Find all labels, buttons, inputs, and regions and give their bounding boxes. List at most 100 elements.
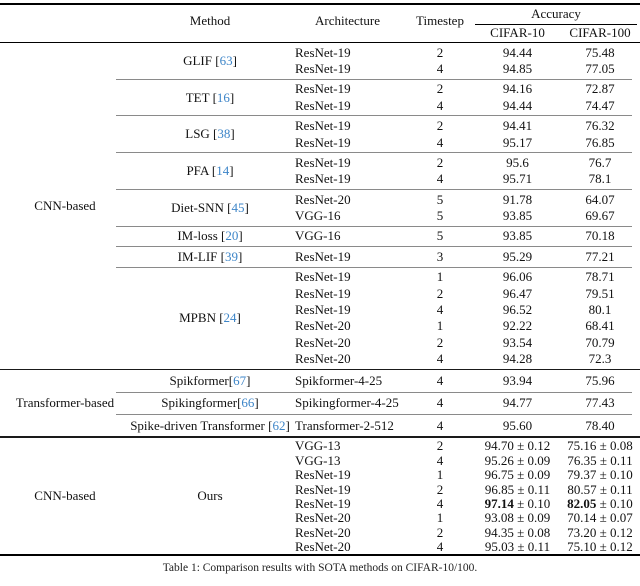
cifar10-cell: 93.94 [475, 373, 560, 389]
accuracy-value: 94.41 [502, 118, 533, 134]
accuracy-value: 75.96 [585, 373, 615, 388]
timestep-cell: 2 [436, 285, 444, 301]
architecture-cell: ResNet-20 [295, 318, 351, 334]
method-block: LSG [38] ResNet-19 2 94.41 76.32 ResNet-19 4 95… [130, 116, 640, 152]
method-label: Ours [197, 487, 223, 503]
architecture-cell: ResNet-19 [295, 302, 351, 318]
table-body: CNN-based GLIF [63] ResNet-19 2 94.44 75.48 Re… [0, 43, 640, 554]
architecture-cell: ResNet-20 [295, 351, 351, 367]
cifar100-cell: 77.05 [560, 61, 640, 77]
architecture-cell: ResNet-19 [295, 495, 351, 511]
citation-link[interactable]: 67 [233, 373, 247, 388]
citation-bracket: ] [230, 126, 235, 142]
cifar100-cell: 76.32 [560, 118, 640, 134]
table-row: ResNet-19 4 95.71 78.1 [290, 171, 640, 187]
table-caption: Table 1: Comparison results with SOTA me… [162, 561, 478, 574]
architecture-cell: Transformer-2-512 [295, 417, 394, 433]
cifar100-cell: 75.48 [560, 45, 640, 61]
separator-line [116, 189, 632, 191]
method-label: LSG [ [185, 126, 218, 142]
method-group: Transformer-based Spikformer[67] Spikforme… [0, 370, 640, 436]
table-row: ResNet-19 2 94.16 72.87 [290, 81, 640, 97]
accuracy-stddev: ± 0.09 [513, 452, 551, 468]
accuracy-value: 80.57 [567, 481, 597, 497]
citation-link[interactable]: 39 [224, 248, 238, 264]
accuracy-value: 75.48 [585, 44, 615, 60]
method-block: MPBN [24] ResNet-19 1 96.06 78.71 ResNet-19 2 9… [130, 268, 640, 369]
method-name: GLIF [63] [130, 53, 290, 69]
cifar10-cell: 96.06 [475, 269, 560, 285]
method-name: PFA [14] [130, 163, 290, 179]
col-header-accuracy: Accuracy [475, 5, 637, 25]
citation-link[interactable]: 62 [272, 417, 286, 433]
separator-line [116, 246, 632, 248]
cifar100-cell: 78.1 [560, 171, 640, 187]
accuracy-value: 94.16 [502, 81, 533, 97]
architecture-cell: ResNet-19 [295, 467, 351, 483]
architecture-cell: Spikformer-4-25 [295, 373, 383, 388]
table-row: ResNet-19 4 96.52 80.1 [290, 302, 640, 318]
table-row: ResNet-19 4 94.44 74.47 [290, 98, 640, 114]
accuracy-value: 92.22 [502, 318, 533, 334]
citation-link[interactable]: 66 [241, 395, 255, 411]
group-label: CNN-based [34, 197, 96, 213]
accuracy-stddev: ± 0.10 [513, 495, 551, 511]
group-divider-rule [0, 368, 640, 371]
accuracy-value: 96.75 [484, 467, 514, 483]
accuracy-stddev: ± 0.12 [596, 524, 633, 540]
timestep-cell: 4 [436, 60, 444, 76]
accuracy-value: 94.44 [502, 44, 533, 60]
cifar10-cell: 96.85 ± 0.11 [475, 482, 560, 498]
cifar10-cell: 94.77 [475, 395, 560, 411]
citation-link[interactable]: 14 [216, 163, 230, 179]
accuracy-stddev: ± 0.12 [596, 539, 633, 555]
architecture-cell: ResNet-19 [295, 134, 351, 150]
architecture-cell: Spikingformer-4-25 [295, 395, 399, 411]
method-name: Ours [130, 488, 290, 504]
accuracy-value: 79.51 [585, 285, 615, 301]
method-block: Spikformer[67] Spikformer-4-25 4 93.94 75.96 [130, 370, 640, 391]
citation-link[interactable]: 63 [219, 52, 233, 68]
cifar100-cell: 82.05 ± 0.10 [560, 496, 640, 512]
citation-link[interactable]: 24 [223, 310, 237, 326]
method-name: Spikformer[67] [130, 373, 290, 389]
cifar10-cell: 94.70 ± 0.12 [475, 438, 560, 454]
accuracy-stddev: ± 0.11 [514, 539, 551, 555]
cifar10-cell: 95.60 [475, 418, 560, 434]
citation-link[interactable]: 16 [216, 89, 230, 105]
accuracy-value: 75.16 [567, 438, 597, 454]
accuracy-value: 95.26 [484, 452, 514, 468]
col-header-cifar10: CIFAR-10 [490, 25, 545, 41]
accuracy-value: 93.54 [502, 334, 533, 350]
architecture-cell: ResNet-19 [295, 81, 351, 97]
accuracy-value: 76.85 [585, 134, 615, 150]
cifar10-cell: 95.17 [475, 135, 560, 151]
citation-link[interactable]: 38 [217, 126, 231, 142]
accuracy-value: 96.52 [502, 302, 533, 318]
cifar10-cell: 94.85 [475, 61, 560, 77]
separator-line [116, 225, 632, 227]
group-label: CNN-based [34, 487, 96, 503]
method-rows: ResNet-19 2 95.6 76.7 ResNet-19 4 95.71 78.1 [290, 155, 640, 188]
architecture-cell: ResNet-20 [295, 510, 351, 526]
cifar100-cell: 69.67 [560, 208, 640, 224]
accuracy-value: 79.37 [567, 467, 597, 483]
col-header-method: Method [189, 13, 231, 29]
accuracy-stddev: ± 0.10 [596, 467, 633, 483]
table-row: ResNet-19 2 96.85 ± 0.11 80.57 ± 0.11 [290, 481, 640, 498]
cifar10-cell: 94.16 [475, 81, 560, 97]
citation-bracket: ] [232, 52, 237, 68]
citation-link[interactable]: 20 [225, 228, 239, 244]
accuracy-value: 77.05 [585, 60, 615, 76]
citation-link[interactable]: 45 [231, 199, 245, 215]
cifar100-cell: 79.37 ± 0.10 [560, 467, 640, 483]
accuracy-value: 94.70 [484, 438, 514, 454]
accuracy-value: 96.47 [502, 285, 533, 301]
cifar100-cell: 78.40 [560, 418, 640, 434]
accuracy-value: 70.79 [585, 334, 615, 350]
accuracy-value: 76.35 [567, 452, 597, 468]
cifar100-cell: 76.35 ± 0.11 [560, 453, 640, 469]
method-block: IM-LIF [39] ResNet-19 3 95.29 77.21 [130, 247, 640, 266]
method-block: Ours VGG-13 2 94.70 ± 0.12 75.16 ± 0.08 VGG-1… [130, 438, 640, 554]
method-rows: Transformer-2-512 4 95.60 78.40 [290, 418, 640, 434]
